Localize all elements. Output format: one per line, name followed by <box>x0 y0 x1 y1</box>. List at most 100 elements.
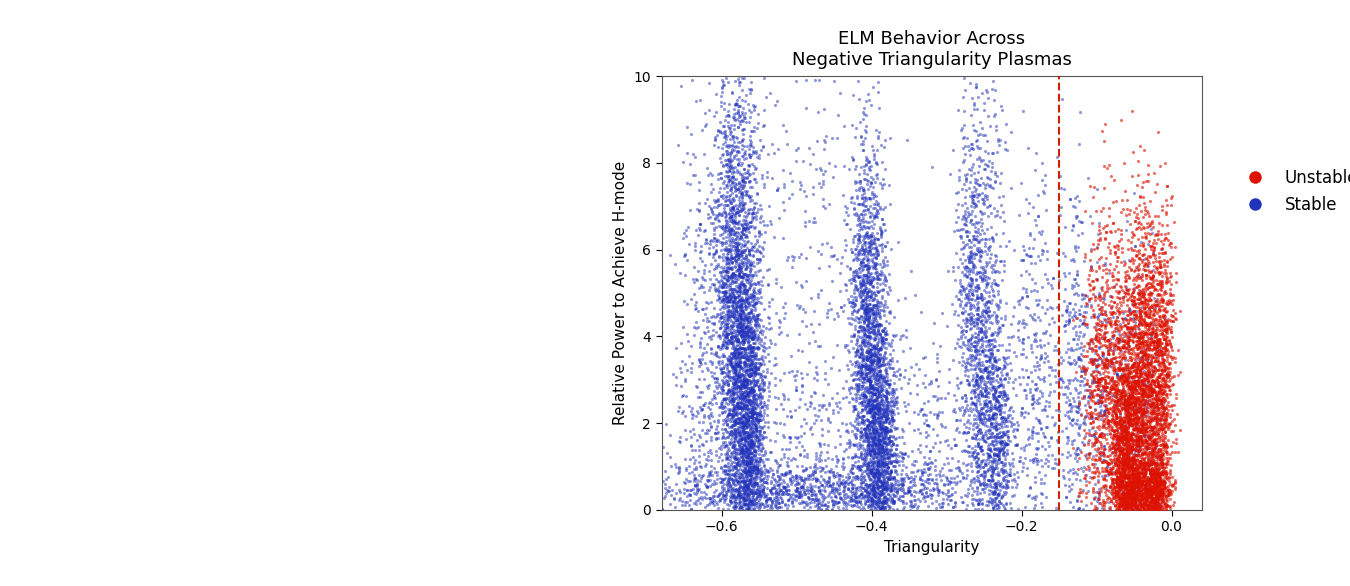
Point <box>688 248 710 257</box>
Point <box>718 472 740 482</box>
Point <box>860 465 882 475</box>
Point <box>1127 280 1149 289</box>
Point <box>1108 435 1130 445</box>
Point <box>713 132 734 142</box>
Point <box>716 200 737 210</box>
Point <box>1068 431 1089 440</box>
Point <box>868 399 890 408</box>
Point <box>1130 362 1152 372</box>
Point <box>1111 373 1133 383</box>
Point <box>1134 500 1156 510</box>
Point <box>1030 498 1052 507</box>
Point <box>1110 468 1131 477</box>
Point <box>865 495 887 504</box>
Point <box>674 500 695 510</box>
Point <box>1106 280 1127 289</box>
Point <box>1118 451 1139 460</box>
Point <box>857 494 879 503</box>
Point <box>1134 468 1156 478</box>
Point <box>725 356 747 366</box>
Point <box>1072 362 1094 371</box>
Point <box>1148 490 1169 500</box>
Point <box>1118 446 1139 455</box>
Point <box>1026 398 1048 408</box>
Point <box>1120 491 1142 500</box>
Point <box>972 262 994 271</box>
Point <box>1094 449 1115 458</box>
Point <box>711 481 733 490</box>
Point <box>721 88 743 97</box>
Point <box>1116 486 1138 496</box>
Point <box>1095 424 1116 433</box>
Point <box>705 132 726 142</box>
Point <box>864 470 886 479</box>
Point <box>861 493 883 502</box>
Point <box>707 277 729 286</box>
Point <box>1064 299 1085 309</box>
Point <box>852 322 873 332</box>
Point <box>845 301 867 310</box>
Point <box>1129 311 1150 320</box>
Point <box>869 505 891 515</box>
Point <box>794 489 815 498</box>
Point <box>721 357 743 366</box>
Point <box>728 108 749 118</box>
Point <box>946 380 968 390</box>
Point <box>716 388 737 397</box>
Point <box>846 249 868 258</box>
Point <box>771 494 792 503</box>
Point <box>861 244 883 253</box>
Point <box>857 158 879 167</box>
Point <box>954 171 976 180</box>
Point <box>1098 265 1119 275</box>
Point <box>1125 404 1146 413</box>
Point <box>711 237 733 247</box>
Point <box>967 472 988 481</box>
Point <box>717 486 738 495</box>
Point <box>842 303 864 312</box>
Point <box>875 476 896 485</box>
Point <box>1152 373 1173 382</box>
Point <box>1139 386 1161 395</box>
Point <box>1148 356 1169 366</box>
Point <box>987 211 1008 220</box>
Point <box>1111 387 1133 396</box>
Point <box>1104 454 1126 464</box>
Point <box>868 435 890 445</box>
Point <box>695 238 717 247</box>
Point <box>1106 489 1127 498</box>
Point <box>718 366 740 375</box>
Point <box>743 500 764 509</box>
Point <box>1126 418 1147 428</box>
Point <box>1119 434 1141 444</box>
Point <box>1125 423 1146 432</box>
Point <box>722 349 744 359</box>
Point <box>1125 309 1146 319</box>
Point <box>1119 397 1141 407</box>
Point <box>1130 401 1152 410</box>
Point <box>1142 428 1164 438</box>
Point <box>996 413 1018 423</box>
Point <box>699 497 721 506</box>
Point <box>1099 269 1120 278</box>
Point <box>832 462 853 471</box>
Point <box>873 498 895 507</box>
Point <box>1156 447 1177 456</box>
Point <box>1143 481 1165 490</box>
Point <box>1122 488 1143 498</box>
Point <box>849 179 871 188</box>
Point <box>1114 288 1135 297</box>
Point <box>1133 387 1154 396</box>
Point <box>1116 493 1138 502</box>
Point <box>711 280 733 289</box>
Point <box>743 343 764 353</box>
Point <box>1112 439 1134 448</box>
Point <box>684 304 706 314</box>
Point <box>1087 477 1108 486</box>
Point <box>1127 471 1149 480</box>
Point <box>799 159 821 169</box>
Point <box>1107 440 1129 449</box>
Point <box>1119 263 1141 272</box>
Point <box>794 217 815 226</box>
Point <box>996 427 1018 437</box>
